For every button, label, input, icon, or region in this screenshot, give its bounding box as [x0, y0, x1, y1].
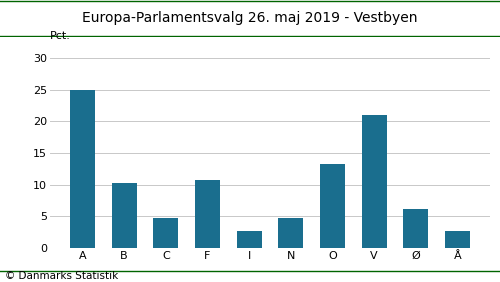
- Bar: [195, 180, 220, 248]
- Bar: [320, 164, 345, 248]
- Text: © Danmarks Statistik: © Danmarks Statistik: [5, 271, 118, 281]
- Bar: [236, 231, 262, 248]
- Bar: [404, 209, 428, 248]
- Bar: [278, 218, 303, 248]
- Bar: [154, 218, 178, 248]
- Text: Europa-Parlamentsvalg 26. maj 2019 - Vestbyen: Europa-Parlamentsvalg 26. maj 2019 - Ves…: [82, 11, 418, 25]
- Bar: [112, 184, 136, 248]
- Bar: [362, 115, 386, 248]
- Text: Pct.: Pct.: [50, 31, 71, 41]
- Bar: [445, 231, 470, 248]
- Bar: [70, 90, 95, 248]
